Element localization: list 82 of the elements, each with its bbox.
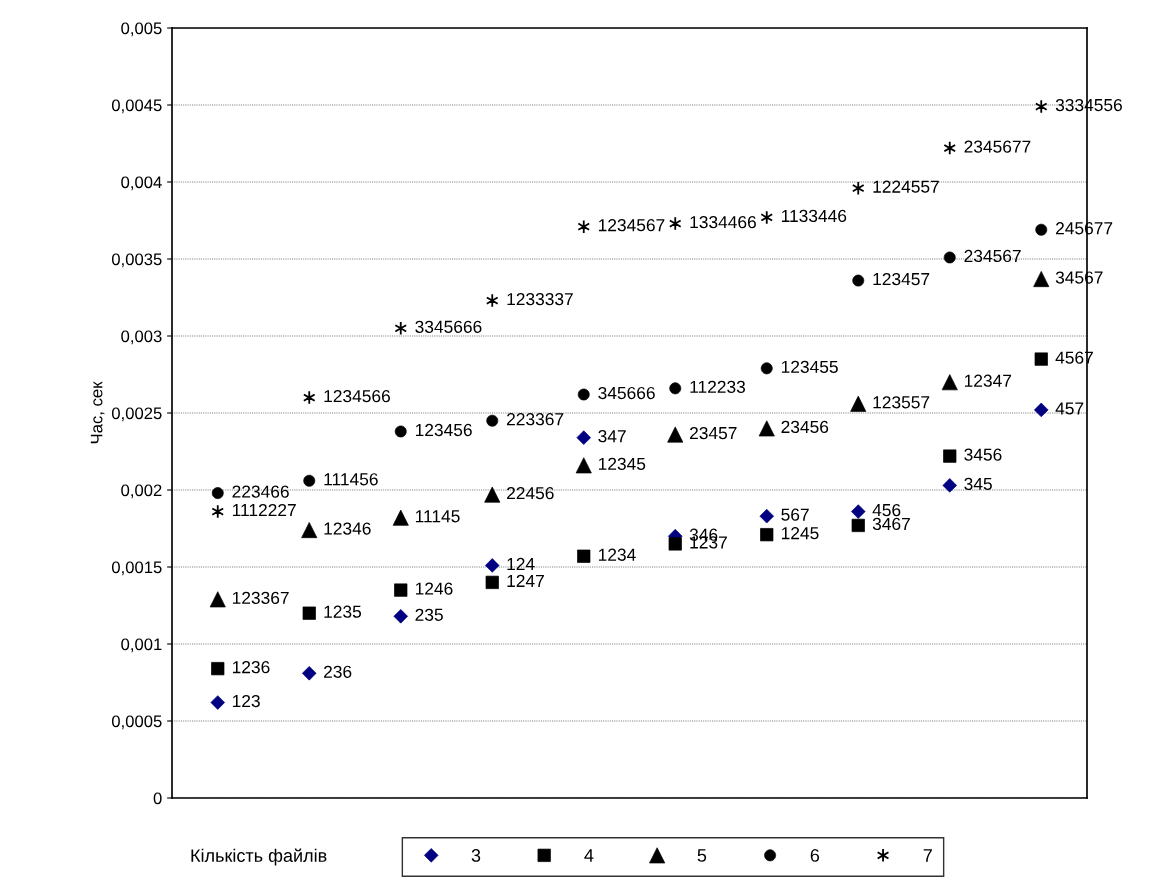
y-tick-label: 0,003 <box>121 330 162 345</box>
annotation: 22456 <box>507 486 554 500</box>
annotation: 112233 <box>690 380 746 394</box>
annotation: 3345666 <box>415 320 482 333</box>
annotation: 1247 <box>507 574 544 587</box>
y-tick-label: 0,0025 <box>111 407 162 422</box>
y-axis-title: Час, сек <box>90 381 105 444</box>
point <box>577 549 591 563</box>
annotation: 123455 <box>781 360 838 373</box>
annotation: 236 <box>324 665 352 678</box>
annotation: 1245 <box>781 527 819 540</box>
point <box>210 695 225 710</box>
annotation: 234567 <box>964 249 1021 263</box>
legend-label: 4 <box>584 849 594 862</box>
y-tick-label: 0,004 <box>121 176 162 191</box>
annotation: 223367 <box>507 413 564 426</box>
y-tick-label: 0,0045 <box>111 99 162 114</box>
annotation: 3456 <box>964 448 1002 461</box>
legend-label: 6 <box>810 849 820 862</box>
annotation: 1224557 <box>873 180 939 193</box>
annotation: 345 <box>964 477 992 491</box>
y-tick-label: 0,0015 <box>111 561 162 576</box>
point <box>301 522 318 539</box>
annotation: 457 <box>1055 402 1084 415</box>
point <box>758 420 775 437</box>
annotation: 123456 <box>415 423 472 437</box>
annotation: 23456 <box>781 420 829 434</box>
y-tick-label: 0,001 <box>121 638 162 653</box>
annotation: 111456 <box>324 473 378 486</box>
point <box>209 591 226 608</box>
annotation: 12346 <box>324 522 371 535</box>
legend-title: Кількість файлів <box>191 848 327 866</box>
point <box>302 390 316 405</box>
y-tick-label: 0,0005 <box>111 715 162 730</box>
annotation: 123557 <box>873 396 930 409</box>
point <box>211 504 225 519</box>
legend-label: 7 <box>923 849 932 862</box>
annotation: 347 <box>598 430 626 443</box>
annotation: 456 <box>872 503 901 517</box>
annotation: 567 <box>781 508 809 521</box>
annotation: 223466 <box>232 485 289 498</box>
annotation: 1233337 <box>507 292 573 306</box>
annotation: 123367 <box>232 591 289 604</box>
point <box>577 219 591 234</box>
annotation: 1246 <box>415 582 453 595</box>
annotation: 1334466 <box>690 215 756 229</box>
legend-label: 3 <box>471 849 481 862</box>
point <box>941 374 958 391</box>
legend-label: 5 <box>697 849 707 862</box>
point <box>668 216 682 231</box>
annotation: 1234 <box>598 548 636 561</box>
y-tick-label: 0,005 <box>121 22 162 37</box>
annotation: 1234566 <box>324 389 390 403</box>
annotation: 235 <box>415 608 443 621</box>
annotation: 3467 <box>872 517 910 531</box>
point <box>851 181 865 196</box>
annotation: 123 <box>232 694 260 708</box>
annotation: 123457 <box>873 272 930 286</box>
annotation: 23457 <box>690 426 737 440</box>
annotation: 345666 <box>598 386 655 400</box>
point <box>485 558 500 573</box>
annotation: 1235 <box>324 605 362 618</box>
point <box>1033 271 1050 288</box>
point <box>394 321 408 336</box>
point <box>943 140 957 156</box>
annotation: 11145 <box>415 510 460 523</box>
y-tick-label: 0,002 <box>121 484 162 499</box>
annotation: 2345677 <box>964 140 1031 153</box>
point <box>302 606 316 620</box>
annotation: 1234567 <box>598 219 665 232</box>
annotation: 12347 <box>964 374 1012 387</box>
annotation: 1133446 <box>781 209 847 223</box>
y-tick-label: 0 <box>153 792 162 805</box>
point <box>1034 99 1048 114</box>
annotation: 124 <box>507 557 535 570</box>
point <box>760 210 774 225</box>
annotation: 1112227 <box>232 503 296 517</box>
annotation: 1236 <box>232 661 270 674</box>
annotation: 12345 <box>598 457 646 471</box>
point <box>485 293 499 308</box>
point <box>485 575 499 589</box>
y-tick-label: 0,0035 <box>111 253 162 268</box>
